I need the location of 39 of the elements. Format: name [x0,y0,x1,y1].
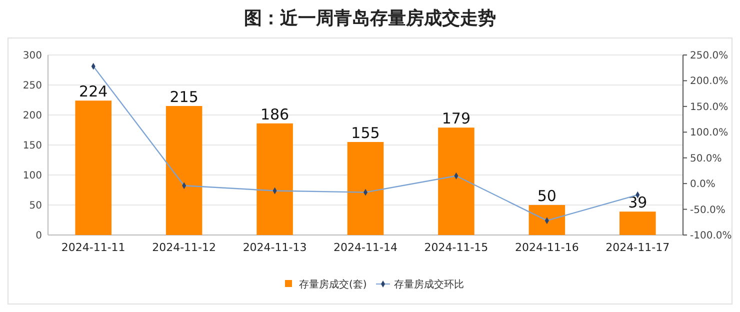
y2-tick-label: 250.0% [690,50,728,62]
y2-tick-label: 100.0% [690,128,728,139]
chart-title: 图：近一周青岛存量房成交走势 [244,8,496,29]
x-tick-label: 2024-11-12 [152,241,216,254]
data-label: 215 [170,88,198,106]
data-label: 224 [79,82,108,101]
y-tick-label: 0 [36,230,42,242]
x-tick-label: 2024-11-17 [606,241,670,254]
data-label: 179 [442,110,471,128]
y2-tick-label: 150.0% [690,102,728,113]
data-label: 186 [260,105,290,124]
y2-tick-label: -50.0% [690,204,726,216]
bar [166,106,202,235]
x-tick-label: 2024-11-16 [514,241,579,254]
y2-tick-label: 50.0% [690,153,722,164]
y-tick-label: 100 [22,170,42,182]
bar [256,123,293,235]
legend-label: 存量房成交(套) [299,278,367,290]
y2-tick-label: -100.0% [690,230,732,242]
y-tick-label: 200 [22,110,42,122]
y-tick-label: 300 [22,50,42,62]
bar [347,142,384,235]
x-tick-label: 2024-11-13 [242,241,307,254]
bar [528,205,566,235]
y-tick-label: 250 [22,80,42,92]
y2-tick-label: 0.0% [690,179,716,190]
x-tick-label: 2024-11-11 [61,241,126,254]
x-tick-label: 2024-11-14 [334,241,398,254]
data-label: 50 [537,187,556,205]
bar [620,212,656,235]
data-label: 155 [351,124,380,142]
y-tick-label: 50 [29,200,42,212]
y-tick-label: 150 [22,140,42,152]
legend-label: 存量房成交环比 [394,278,464,290]
data-label: 39 [628,194,648,212]
y2-tick-label: 200.0% [690,76,728,88]
bar [438,128,474,235]
x-tick-label: 2024-11-15 [424,241,488,254]
bar [75,100,112,235]
